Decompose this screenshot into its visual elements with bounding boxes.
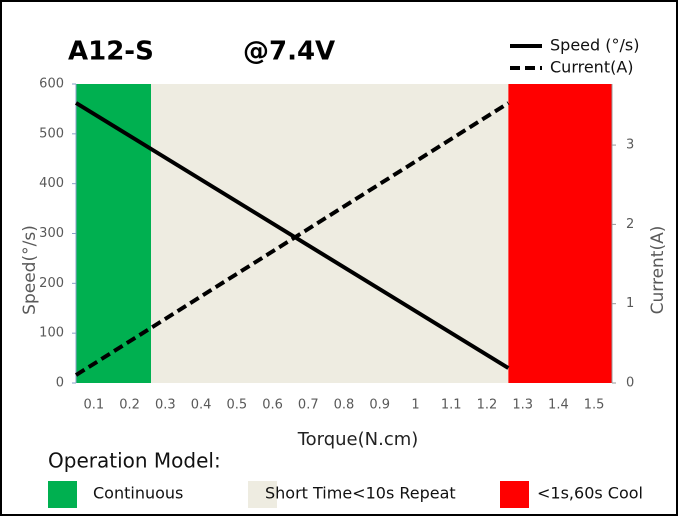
x-axis-label: Torque(N.cm) — [297, 429, 419, 450]
x-tick-label: 0.2 — [119, 398, 140, 413]
x-tick-label: 1.4 — [548, 398, 569, 413]
y2-axis-label: Current(A) — [648, 226, 668, 315]
region-legend-swatch — [48, 481, 77, 508]
region-legend-label: Short Time<10s Repeat — [265, 484, 456, 503]
region-legend-swatch — [500, 481, 529, 508]
region-legend-label: Continuous — [93, 484, 183, 503]
y2-tick-label: 0 — [626, 376, 634, 391]
x-tick-label: 0.7 — [298, 398, 319, 413]
x-tick-label: 0.3 — [155, 398, 176, 413]
x-tick-label: 1.1 — [441, 398, 462, 413]
y-tick-label: 0 — [56, 376, 64, 391]
y2-tick-label: 2 — [626, 217, 634, 232]
region-legend-label: <1s,60s Cool — [537, 484, 643, 503]
x-tick-label: 1.5 — [584, 398, 605, 413]
x-tick-label: 0.4 — [191, 398, 212, 413]
region-band — [151, 84, 509, 383]
region-band — [508, 84, 612, 383]
region-legend-swatch — [248, 481, 277, 508]
y-tick-label: 600 — [39, 77, 64, 92]
x-tick-label: 1.3 — [512, 398, 533, 413]
region-band — [76, 84, 152, 383]
x-tick-label: 0.5 — [226, 398, 247, 413]
x-tick-label: 0.8 — [334, 398, 355, 413]
y-tick-label: 100 — [39, 326, 64, 341]
x-tick-label: 1 — [411, 398, 419, 413]
legend-label: Speed (°/s) — [550, 36, 639, 55]
y-tick-label: 200 — [39, 276, 64, 291]
x-tick-label: 0.1 — [84, 398, 105, 413]
y-axis-label: Speed(°/s) — [20, 225, 40, 315]
chart-subtitle: @7.4V — [243, 37, 335, 67]
y-tick-label: 300 — [39, 226, 64, 241]
x-tick-label: 0.6 — [262, 398, 283, 413]
x-tick-label: 1.2 — [477, 398, 498, 413]
y-tick-label: 500 — [39, 126, 64, 141]
legend-label: Current(A) — [550, 58, 634, 77]
y2-tick-label: 1 — [626, 296, 634, 311]
legend-title: Operation Model: — [48, 449, 221, 473]
x-tick-label: 0.9 — [369, 398, 390, 413]
series-line — [74, 101, 510, 370]
y-tick-label: 400 — [39, 176, 64, 191]
y2-tick-label: 3 — [626, 138, 634, 153]
chart-title: A12-S — [68, 37, 154, 67]
series-line — [74, 101, 510, 377]
